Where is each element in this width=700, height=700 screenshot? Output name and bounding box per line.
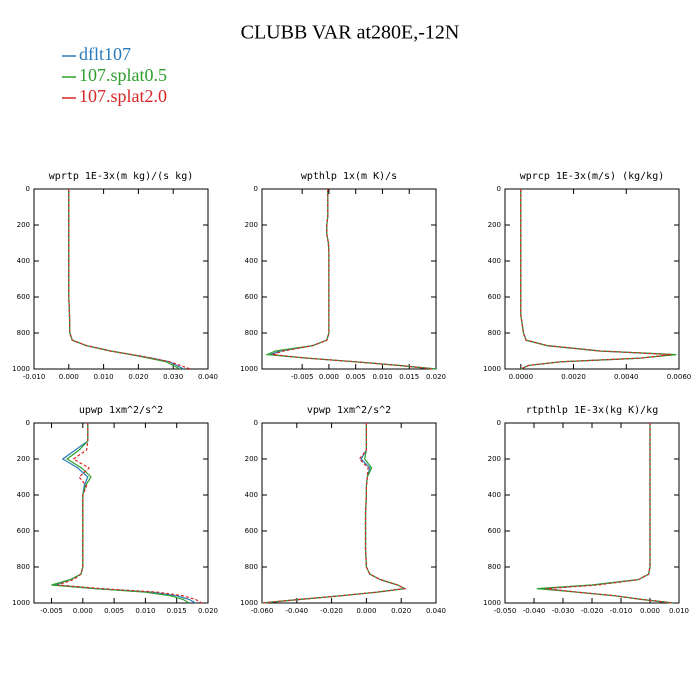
x-tick-label: 0.020 [391, 607, 411, 615]
x-tick-label: 0.000 [640, 607, 660, 615]
profile-line [272, 189, 434, 370]
x-tick-label: 0.005 [346, 373, 366, 381]
x-tick-label: 0.0060 [667, 373, 692, 381]
panel-title: rtpthlp 1E-3x(kg K)/kg [526, 405, 658, 416]
x-tick-label: 0.015 [399, 373, 419, 381]
figure-title: CLUBB VAR at280E,-12N [241, 22, 460, 44]
y-tick-label: 1000 [483, 365, 501, 373]
x-tick-label: 0.000 [319, 373, 339, 381]
x-tick-label: 0.020 [198, 607, 218, 615]
y-tick-label: 600 [488, 527, 501, 535]
x-tick-label: -0.060 [251, 607, 274, 615]
panel-title: vpwp 1xm^2/s^2 [307, 405, 391, 416]
x-tick-label: -0.040 [286, 607, 309, 615]
y-tick-label: 800 [17, 563, 30, 571]
x-tick-label: -0.030 [552, 607, 575, 615]
y-tick-label: 600 [245, 527, 258, 535]
x-tick-label: 0.010 [372, 373, 392, 381]
x-tick-label: -0.040 [523, 607, 546, 615]
plot-frame [261, 422, 437, 604]
x-tick-label: 0.040 [426, 607, 446, 615]
profile-line [57, 423, 203, 604]
x-tick-label: 0.015 [167, 607, 187, 615]
x-tick-label: -0.010 [610, 607, 633, 615]
x-tick-label: 0.020 [426, 373, 446, 381]
y-tick-label: 600 [17, 527, 30, 535]
panel-title: upwp 1xm^2/s^2 [79, 405, 163, 416]
profile-line [545, 423, 674, 604]
profile-line [68, 189, 191, 370]
x-tick-label: 0.0020 [561, 373, 586, 381]
x-tick-label: -0.050 [494, 607, 517, 615]
y-tick-label: 600 [488, 293, 501, 301]
x-tick-label: 0.040 [198, 373, 218, 381]
y-tick-label: 800 [488, 563, 501, 571]
x-tick-label: 0.000 [73, 607, 93, 615]
y-tick-label: 600 [245, 293, 258, 301]
profile-line [261, 423, 407, 604]
x-tick-label: 0.000 [59, 373, 79, 381]
x-tick-label: 0.0040 [614, 373, 639, 381]
panel-title: wprcp 1E-3x(m/s) (kg/kg) [520, 171, 665, 182]
y-tick-label: 400 [488, 491, 501, 499]
y-tick-label: 800 [245, 563, 258, 571]
x-tick-label: 0.020 [128, 373, 148, 381]
y-tick-label: 0 [497, 419, 501, 427]
y-tick-label: 800 [488, 329, 501, 337]
plot-frame [504, 188, 680, 370]
x-tick-label: 0.030 [163, 373, 183, 381]
y-tick-label: 1000 [240, 365, 258, 373]
y-tick-label: 1000 [240, 599, 258, 607]
y-tick-label: 0 [26, 185, 30, 193]
y-tick-label: 200 [488, 221, 501, 229]
x-tick-label: -0.005 [291, 373, 314, 381]
panel-title: wprtp 1E-3x(m kg)/(s kg) [49, 171, 194, 182]
y-tick-label: 0 [497, 185, 501, 193]
y-tick-label: 0 [254, 185, 258, 193]
legend-label: dflt107 [79, 44, 131, 64]
y-tick-label: 400 [245, 257, 258, 265]
y-tick-label: 0 [26, 419, 30, 427]
x-tick-label: 0.0000 [509, 373, 534, 381]
y-tick-label: 200 [245, 221, 258, 229]
y-tick-label: 1000 [483, 599, 501, 607]
y-tick-label: 200 [17, 221, 30, 229]
x-tick-label: -0.010 [23, 373, 46, 381]
y-tick-label: 1000 [12, 365, 30, 373]
y-tick-label: 0 [254, 419, 258, 427]
x-tick-label: -0.020 [581, 607, 604, 615]
y-tick-label: 600 [17, 293, 30, 301]
y-tick-label: 200 [245, 455, 258, 463]
x-tick-label: 0.005 [104, 607, 124, 615]
x-tick-label: -0.005 [40, 607, 63, 615]
x-tick-label: 0.010 [669, 607, 689, 615]
plot-frame [33, 422, 209, 604]
plot-frame [261, 188, 437, 370]
y-tick-label: 200 [17, 455, 30, 463]
legend-label: 107.splat0.5 [79, 65, 167, 85]
legend-label: 107.splat2.0 [79, 86, 167, 106]
panel-title: wpthlp 1x(m K)/s [301, 171, 397, 182]
y-tick-label: 200 [488, 455, 501, 463]
y-tick-label: 400 [17, 257, 30, 265]
y-tick-label: 400 [488, 257, 501, 265]
y-tick-label: 400 [245, 491, 258, 499]
x-tick-label: 0.010 [135, 607, 155, 615]
y-tick-label: 800 [17, 329, 30, 337]
x-tick-label: 0.000 [356, 607, 376, 615]
x-tick-label: 0.010 [94, 373, 114, 381]
y-tick-label: 800 [245, 329, 258, 337]
plot-frame [33, 188, 209, 370]
x-tick-label: -0.020 [320, 607, 343, 615]
profile-line [520, 189, 672, 370]
y-tick-label: 1000 [12, 599, 30, 607]
y-tick-label: 400 [17, 491, 30, 499]
